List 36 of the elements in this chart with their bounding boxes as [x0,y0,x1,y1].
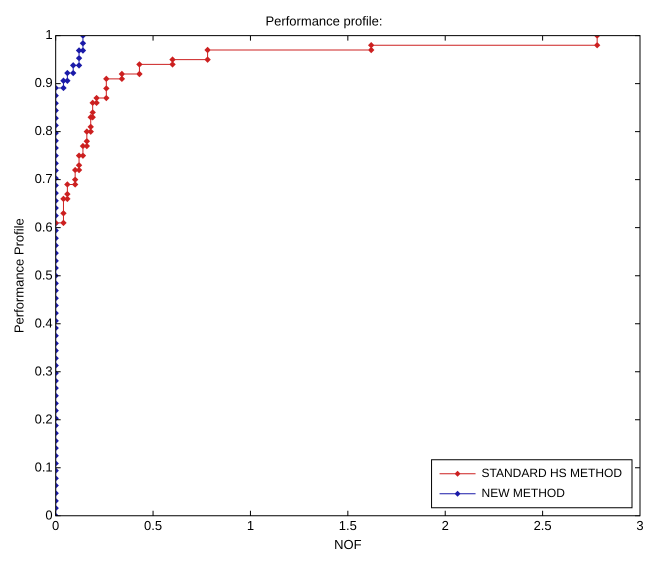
x-tick-label: 1.5 [338,518,357,534]
y-axis-title: Performance Profile [11,218,26,334]
point [90,109,96,116]
y-tick-label: 0.8 [34,123,53,138]
x-tick-label: 3 [636,518,644,534]
legend-label: NEW METHOD [482,486,566,500]
point [136,71,142,78]
point [368,47,374,54]
chart-title: Performance profile: [265,13,383,28]
y-tick-label: 0.1 [34,459,53,474]
y-tick-label: 1 [45,27,53,42]
y-tick-label: 0 [45,507,53,522]
x-tick-label: 2.5 [534,518,552,534]
y-tick-label: 0.7 [34,171,53,186]
y-tick-label: 0.3 [34,363,53,378]
y-tick-label: 0.5 [34,267,53,282]
y-tick-label: 0.6 [34,219,53,234]
point [103,76,110,82]
point [103,85,110,92]
x-axis-title: NOF [334,536,362,552]
point [103,95,110,102]
x-tick-label: 0.5 [144,518,162,534]
point [204,56,211,63]
point [170,56,176,63]
point [88,124,94,130]
point [136,61,142,68]
point [594,42,600,48]
point [204,47,211,54]
y-tick-label: 0.9 [34,75,53,90]
x-tick-label: 1 [246,518,254,534]
x-tick-label: 2 [442,518,449,534]
y-tick-label: 0.4 [34,315,53,330]
point [118,76,125,82]
legend-label: STANDARD HS METHOD [482,466,622,480]
point [368,42,374,48]
y-tick-label: 0.2 [34,411,53,426]
